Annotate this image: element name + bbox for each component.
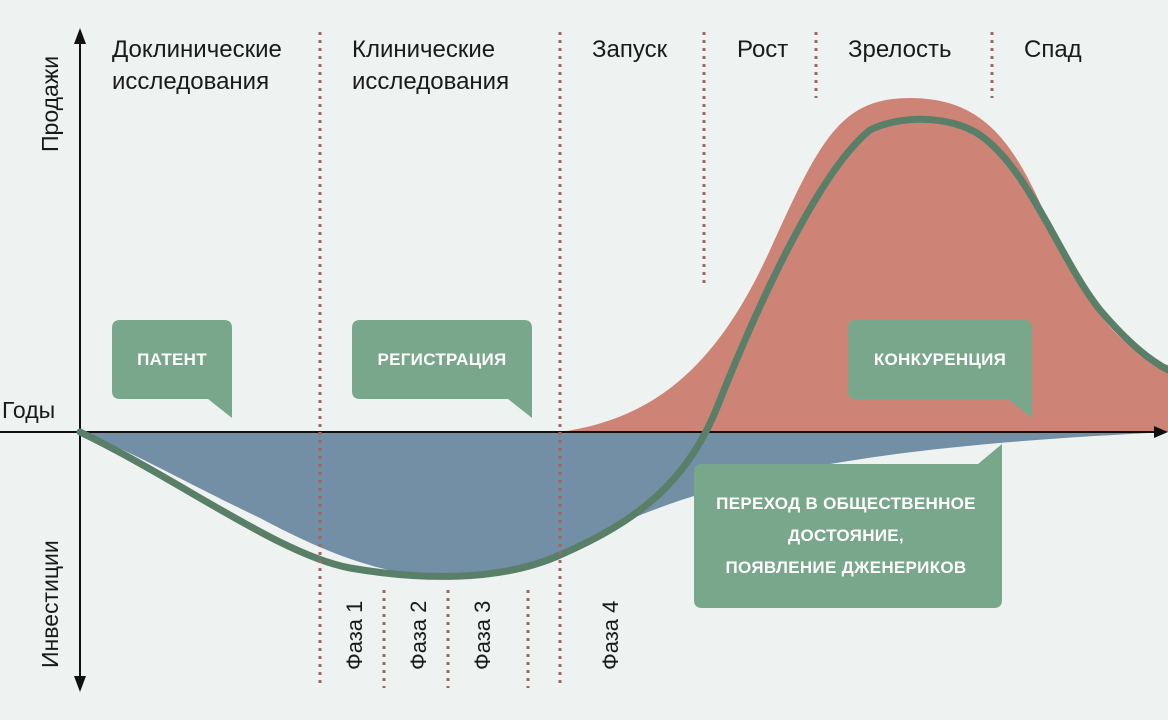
arrow-up-icon: [74, 28, 86, 44]
cumulative-curve: [76, 115, 1168, 580]
arrow-right-icon: [1154, 426, 1168, 438]
stage-decline: Спад: [1024, 36, 1082, 63]
phase-4-label: Фаза 4: [598, 601, 623, 670]
stage-clinical-line1: Клинические: [352, 36, 495, 63]
phase-2-label: Фаза 2: [406, 601, 431, 670]
phase-3-label: Фаза 3: [470, 601, 495, 670]
callout-generics-line1: ПЕРЕХОД В ОБЩЕСТВЕННОЕ: [716, 494, 976, 513]
stage-preclinical-line1: Доклинические: [112, 36, 282, 63]
phase-1-label: Фаза 1: [342, 601, 367, 670]
axes: [0, 28, 1168, 692]
callout-registration-text: РЕГИСТРАЦИЯ: [377, 350, 506, 369]
axis-label-years: Годы: [2, 397, 55, 423]
axis-label-investment: Инвестиции: [37, 540, 63, 668]
investment-area: [80, 432, 1168, 578]
stage-launch: Запуск: [592, 36, 668, 63]
callout-generics-line2: ДОСТОЯНИЕ,: [788, 526, 904, 545]
callout-patent-text: ПАТЕНТ: [137, 350, 207, 369]
callout-competition-text: КОНКУРЕНЦИЯ: [874, 350, 1006, 369]
stage-maturity: Зрелость: [848, 36, 952, 63]
axis-label-sales: Продажи: [37, 56, 63, 152]
callout-registration: РЕГИСТРАЦИЯ: [352, 320, 532, 418]
stage-dividers: [318, 32, 994, 688]
stage-clinical-line2: исследования: [352, 68, 509, 95]
stage-growth: Рост: [737, 36, 788, 63]
callout-competition: КОНКУРЕНЦИЯ: [848, 320, 1032, 418]
stage-preclinical-line2: исследования: [112, 68, 269, 95]
arrow-down-icon: [74, 676, 86, 692]
callout-generics-line3: ПОЯВЛЕНИЕ ДЖЕНЕРИКОВ: [726, 558, 967, 577]
callout-generics: ПЕРЕХОД В ОБЩЕСТВЕННОЕ ДОСТОЯНИЕ, ПОЯВЛЕ…: [694, 444, 1002, 608]
stage-labels: Доклинические исследования Клинические и…: [112, 36, 1082, 95]
phase-labels: Фаза 1 Фаза 2 Фаза 3 Фаза 4: [342, 601, 623, 670]
callout-patent: ПАТЕНТ: [112, 320, 232, 418]
